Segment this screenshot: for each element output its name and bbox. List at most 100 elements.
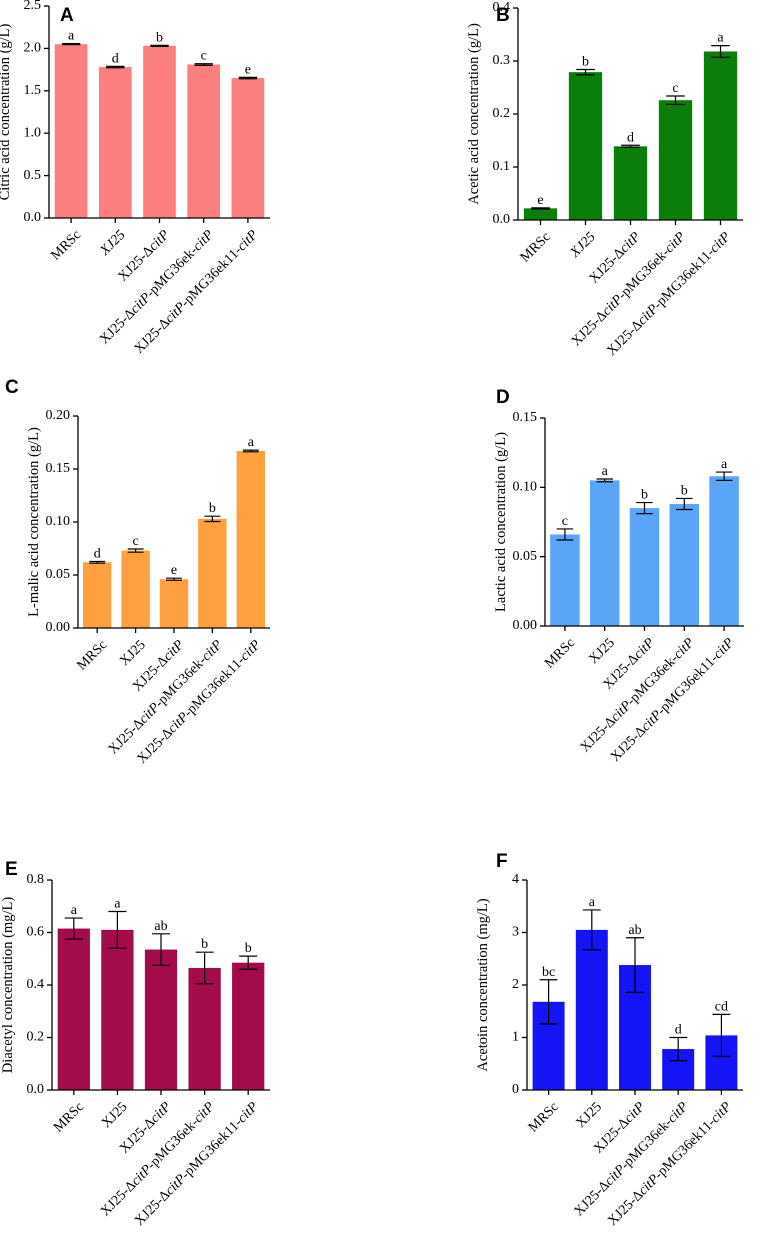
y-tick-label: 0.00 [513, 618, 538, 633]
significance-letter: a [717, 31, 724, 46]
x-category-label-part: XJ25-Δ [586, 245, 627, 286]
y-tick-label: 2.5 [24, 0, 42, 13]
y-tick-label: 0.4 [493, 0, 511, 15]
y-tick-label: 0.0 [24, 210, 42, 225]
error-bar [239, 955, 258, 970]
y-tick-label: 0.0 [27, 1082, 45, 1097]
error-bar [106, 65, 125, 69]
x-category-label: XJ25 [586, 635, 618, 667]
x-category-label-part: MRSc [518, 229, 554, 265]
y-tick-label: 0.00 [46, 620, 71, 635]
significance-letter: ab [154, 919, 167, 934]
bar [54, 44, 88, 218]
panel-letter: F [496, 851, 508, 872]
error-bar [150, 44, 169, 47]
x-category-label-part: MRSc [526, 1099, 562, 1135]
significance-letter: e [171, 563, 177, 578]
y-tick-label: 0.05 [46, 567, 71, 582]
x-category-label-part: MRSc [74, 637, 110, 673]
error-bar [582, 909, 601, 951]
y-tick-label: 0.6 [27, 925, 45, 940]
x-category-label-part: XJ25-Δ [132, 1188, 173, 1229]
bar [98, 67, 132, 218]
bar [82, 562, 112, 628]
error-bar [238, 76, 258, 80]
significance-letter: b [681, 483, 688, 498]
y-axis-label: Acetic acid concentration (g/L) [466, 23, 482, 205]
significance-letter: b [245, 941, 252, 956]
x-category-label-part: XJ25 [573, 1099, 605, 1131]
significance-letter: b [201, 937, 208, 952]
significance-letter: d [94, 546, 101, 561]
bar [613, 146, 648, 220]
bar [703, 51, 738, 221]
error-bar [127, 548, 144, 553]
x-category-label-part: XJ25-Δ [604, 318, 645, 359]
x-category-label: MRSc [542, 635, 578, 671]
y-tick-label: 0 [512, 1082, 519, 1097]
x-category-label-part: XJ25-Δ [569, 308, 610, 349]
error-bar [531, 207, 550, 210]
bar [550, 534, 580, 626]
x-category-label: XJ25 [97, 227, 129, 259]
error-bar [64, 917, 83, 940]
significance-letter: a [114, 897, 121, 912]
error-bar [204, 515, 221, 523]
panel-letter: C [5, 377, 19, 398]
x-category-label: XJ25 [567, 229, 599, 261]
significance-letter: d [627, 130, 634, 145]
significance-letter: ab [628, 923, 641, 938]
y-tick-label: 0.15 [46, 461, 71, 476]
x-category-label: MRSc [518, 229, 554, 265]
significance-letter: a [602, 464, 609, 479]
y-axis-label: Acetoin concentration (mg/L) [475, 898, 491, 1071]
error-bar [626, 937, 644, 993]
x-category-label: MRSc [74, 637, 110, 673]
y-tick-label: 0.0 [493, 212, 511, 227]
bar [709, 476, 739, 626]
y-tick-label: 3 [512, 925, 519, 940]
significance-letter: c [201, 49, 207, 64]
y-tick-label: 0.8 [27, 872, 45, 887]
x-category-label: MRSc [48, 227, 84, 263]
significance-letter: c [132, 534, 138, 549]
x-category-label: MRSc [51, 1099, 87, 1135]
bar [658, 100, 693, 220]
error-bar [556, 528, 574, 541]
error-bar [194, 63, 213, 66]
x-category-label-part: XJ25 [97, 227, 129, 259]
bar [188, 967, 221, 1090]
error-bar [151, 933, 171, 966]
error-bar [712, 1013, 731, 1057]
significance-letter: d [675, 1023, 682, 1038]
x-category-label: XJ25 [573, 1099, 605, 1131]
panel-letter: D [496, 387, 510, 408]
bar [236, 450, 266, 628]
y-tick-label: 0.05 [513, 549, 538, 564]
y-tick-label: 2 [512, 977, 519, 992]
error-bar [636, 501, 653, 515]
y-tick-label: 1.0 [24, 125, 42, 140]
error-bar [242, 449, 259, 453]
significance-letter: d [112, 51, 119, 66]
bar [121, 550, 150, 628]
x-category-label-part: XJ25-Δ [98, 1178, 139, 1219]
x-category-label-part: XJ25 [99, 1099, 131, 1131]
x-category-label-part: MRSc [542, 635, 578, 671]
error-bar [621, 144, 640, 148]
bar [523, 208, 558, 220]
x-category-label-part: XJ25 [117, 637, 149, 669]
significance-letter: a [71, 903, 78, 918]
significance-letter: c [562, 514, 568, 529]
bar [198, 518, 227, 628]
y-tick-label: 0.20 [46, 408, 71, 423]
panel-letter: B [496, 5, 510, 26]
x-category-label-part: XJ25-Δ [97, 306, 138, 347]
y-tick-label: 0.2 [27, 1030, 45, 1045]
bar [231, 78, 265, 218]
